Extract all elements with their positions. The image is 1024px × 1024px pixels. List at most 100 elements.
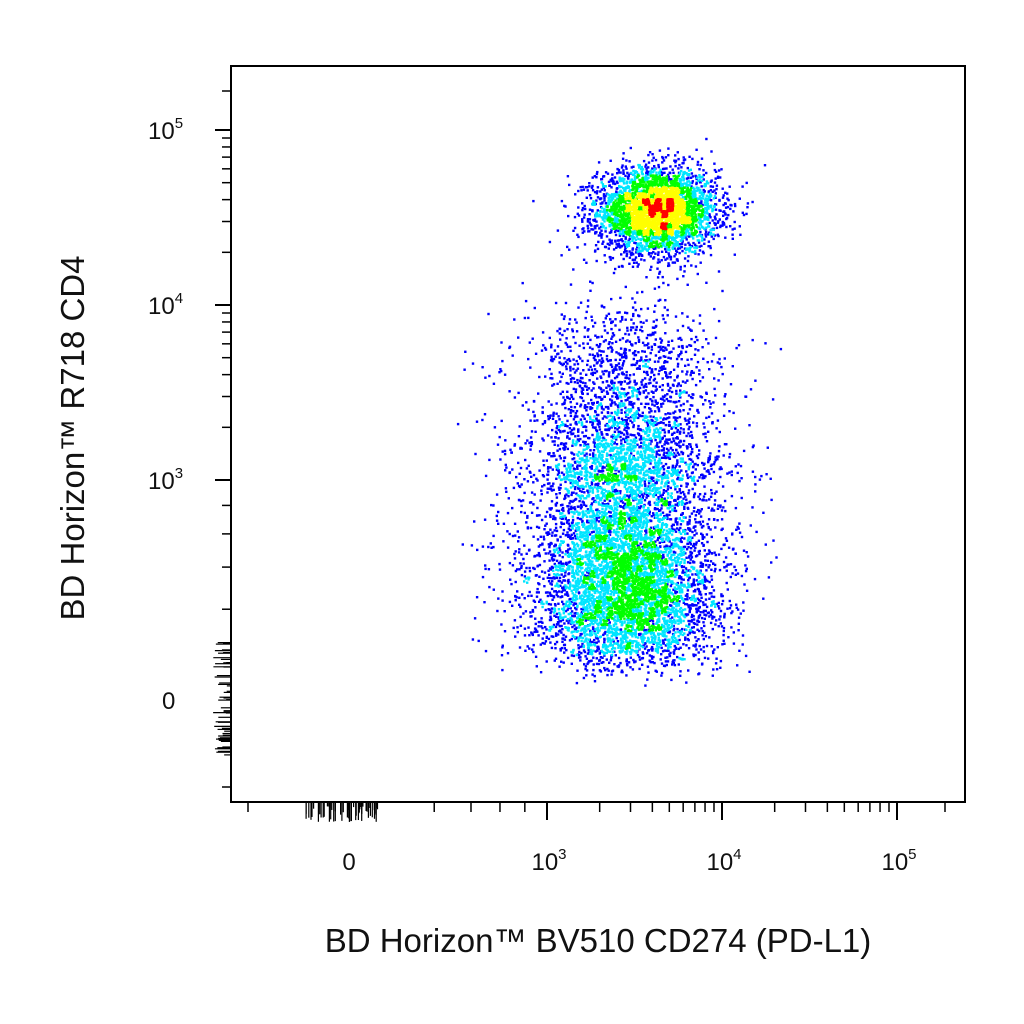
- event-point: [652, 320, 655, 323]
- event-point: [675, 590, 678, 594]
- event-point: [647, 342, 650, 345]
- event-point: [585, 385, 588, 388]
- event-point: [596, 209, 599, 212]
- event-point: [647, 166, 650, 169]
- event-point: [664, 355, 667, 358]
- event-point: [583, 474, 586, 477]
- event-point: [483, 518, 487, 521]
- event-point: [584, 440, 587, 444]
- event-point: [663, 428, 666, 431]
- event-point: [705, 281, 708, 284]
- event-point: [583, 663, 586, 666]
- event-point: [692, 582, 695, 585]
- event-point: [742, 549, 746, 552]
- event-point: [595, 370, 599, 373]
- event-point: [658, 149, 662, 152]
- event-point: [513, 318, 516, 321]
- event-point: [661, 398, 664, 401]
- event-point: [649, 334, 652, 337]
- event-point: [652, 432, 655, 436]
- event-point: [513, 552, 516, 556]
- event-point: [562, 396, 565, 399]
- event-point: [715, 184, 719, 187]
- event-point: [597, 482, 600, 485]
- event-point: [643, 631, 647, 634]
- event-point: [546, 576, 549, 579]
- event-point: [493, 426, 497, 429]
- event-point: [650, 390, 653, 393]
- event-point: [626, 176, 630, 179]
- event-point: [632, 165, 635, 168]
- event-point: [609, 159, 612, 162]
- event-point: [640, 402, 643, 405]
- event-point: [565, 343, 569, 346]
- event-point: [674, 591, 677, 595]
- event-point: [562, 402, 565, 405]
- event-point: [652, 384, 655, 388]
- event-point: [651, 657, 654, 660]
- event-point: [678, 656, 681, 660]
- event-point: [561, 617, 564, 620]
- event-point: [570, 654, 574, 657]
- event-point: [558, 356, 561, 359]
- event-point: [682, 619, 685, 623]
- event-point: [662, 453, 665, 457]
- event-point: [504, 463, 507, 467]
- event-point: [556, 329, 559, 333]
- event-point: [662, 491, 665, 494]
- event-point: [716, 507, 720, 510]
- event-point: [695, 610, 699, 614]
- event-point: [614, 318, 617, 321]
- event-point: [660, 507, 663, 510]
- event-point: [681, 312, 684, 315]
- event-point: [595, 558, 599, 561]
- event-point: [601, 183, 605, 186]
- event-point: [725, 539, 729, 542]
- event-point: [600, 350, 603, 353]
- event-point: [720, 365, 723, 369]
- event-point: [692, 371, 695, 374]
- event-point: [585, 420, 588, 423]
- event-point: [513, 619, 517, 622]
- event-point: [638, 166, 641, 169]
- event-point: [696, 479, 699, 482]
- event-point: [588, 453, 592, 456]
- event-point: [575, 626, 578, 629]
- event-point: [727, 546, 731, 549]
- event-point: [559, 560, 562, 563]
- event-point: [541, 422, 545, 426]
- event-point: [608, 533, 612, 536]
- event-point: [624, 426, 627, 429]
- event-point: [638, 364, 641, 368]
- event-point: [650, 252, 653, 255]
- event-point: [696, 463, 699, 467]
- event-point: [704, 598, 708, 601]
- event-point: [671, 538, 675, 542]
- event-point: [682, 578, 685, 581]
- event-point: [746, 206, 749, 209]
- event-point: [583, 630, 587, 634]
- event-point: [689, 443, 692, 446]
- event-point: [599, 656, 603, 659]
- event-point: [723, 403, 726, 406]
- event-point: [714, 567, 717, 571]
- event-point: [779, 347, 783, 351]
- event-point: [668, 416, 671, 419]
- event-point: [574, 628, 577, 631]
- event-point: [621, 373, 625, 376]
- event-point: [670, 440, 673, 444]
- event-point: [701, 565, 704, 568]
- event-point: [560, 573, 563, 576]
- event-point: [560, 660, 563, 663]
- event-point: [585, 633, 589, 636]
- event-point: [621, 364, 624, 367]
- event-point: [707, 552, 710, 555]
- event-point: [661, 650, 665, 653]
- event-point: [690, 604, 693, 607]
- event-point: [665, 513, 669, 516]
- event-point: [632, 373, 635, 376]
- event-point: [672, 368, 676, 371]
- event-point: [701, 536, 704, 539]
- event-point: [628, 518, 631, 522]
- event-point: [592, 387, 595, 390]
